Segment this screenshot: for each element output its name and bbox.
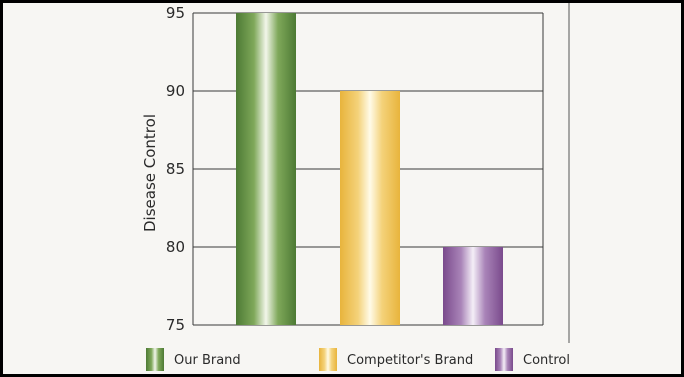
legend-label-our-brand: Our Brand <box>174 353 241 368</box>
bar-control <box>443 247 503 325</box>
legend-swatch-competitor-s-brand <box>319 348 337 371</box>
legend-label-competitor-s-brand: Competitor's Brand <box>347 353 473 368</box>
y-tick-90: 90 <box>166 82 185 100</box>
bar-our-brand <box>236 13 296 325</box>
bar-chart: 75 80 85 90 95 Disease Control Our Brand Comp… <box>141 3 570 371</box>
legend: Our Brand Competitor's Brand Control <box>146 348 570 371</box>
legend-label-control: Control <box>523 353 570 368</box>
y-tick-75: 75 <box>166 316 185 334</box>
legend-swatch-our-brand <box>146 348 164 371</box>
y-tick-labels: 75 80 85 90 95 <box>166 4 185 334</box>
chart-frame: 75 80 85 90 95 Disease Control Our Brand Comp… <box>3 3 681 374</box>
bar-competitor-s-brand <box>340 91 400 325</box>
legend-swatch-control <box>495 348 513 371</box>
bars <box>236 13 503 325</box>
y-axis-title: Disease Control <box>141 114 159 232</box>
y-tick-85: 85 <box>166 160 185 178</box>
y-tick-80: 80 <box>166 238 185 256</box>
y-tick-95: 95 <box>166 4 185 22</box>
